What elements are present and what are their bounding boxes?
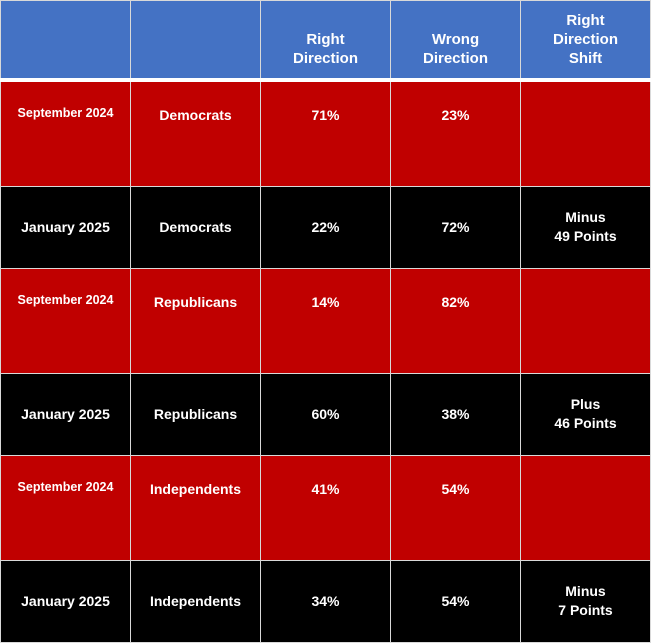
period-cell: September 2024 (0, 454, 131, 561)
period-cell: January 2025 (0, 185, 131, 269)
group-cell: Democrats (130, 185, 261, 269)
group-cell: Independents (130, 454, 261, 561)
period-cell: January 2025 (0, 372, 131, 456)
right-direction-cell: 34% (260, 559, 391, 643)
wrong-direction-cell: 38% (390, 372, 521, 456)
right-direction-cell: 14% (260, 267, 391, 374)
table-row: January 2025 Independents 34% 54% Minus 7 Po… (0, 559, 651, 643)
group-cell: Republicans (130, 372, 261, 456)
shift-cell: Plus 46 Points (520, 372, 651, 456)
table-row: September 2024 Independents 41% 54% (0, 454, 651, 561)
group-cell: Democrats (130, 79, 261, 187)
period-cell: January 2025 (0, 559, 131, 643)
header-group (130, 0, 261, 82)
shift-cell (520, 454, 651, 561)
table-row: January 2025 Republicans 60% 38% Plus 46 Poi… (0, 372, 651, 456)
header-shift: Right Direction Shift (520, 0, 651, 82)
shift-cell (520, 79, 651, 187)
period-cell: September 2024 (0, 79, 131, 187)
wrong-direction-cell: 54% (390, 454, 521, 561)
group-cell: Independents (130, 559, 261, 643)
table-row: September 2024 Republicans 14% 82% (0, 267, 651, 374)
right-direction-cell: 41% (260, 454, 391, 561)
shift-cell (520, 267, 651, 374)
shift-cell: Minus 7 Points (520, 559, 651, 643)
wrong-direction-cell: 72% (390, 185, 521, 269)
table-row: January 2025 Democrats 22% 72% Minus 49 Poin… (0, 185, 651, 269)
right-direction-cell: 60% (260, 372, 391, 456)
shift-cell: Minus 49 Points (520, 185, 651, 269)
table-row: September 2024 Democrats 71% 23% (0, 79, 651, 187)
right-direction-cell: 22% (260, 185, 391, 269)
wrong-direction-cell: 23% (390, 79, 521, 187)
header-wrong-direction: Wrong Direction (390, 0, 521, 82)
wrong-direction-cell: 54% (390, 559, 521, 643)
group-cell: Republicans (130, 267, 261, 374)
header-right-direction: Right Direction (260, 0, 391, 82)
header-period (0, 0, 131, 82)
header-row: Right Direction Wrong Direction Right Di… (0, 0, 651, 82)
period-cell: September 2024 (0, 267, 131, 374)
right-direction-cell: 71% (260, 79, 391, 187)
wrong-direction-cell: 82% (390, 267, 521, 374)
